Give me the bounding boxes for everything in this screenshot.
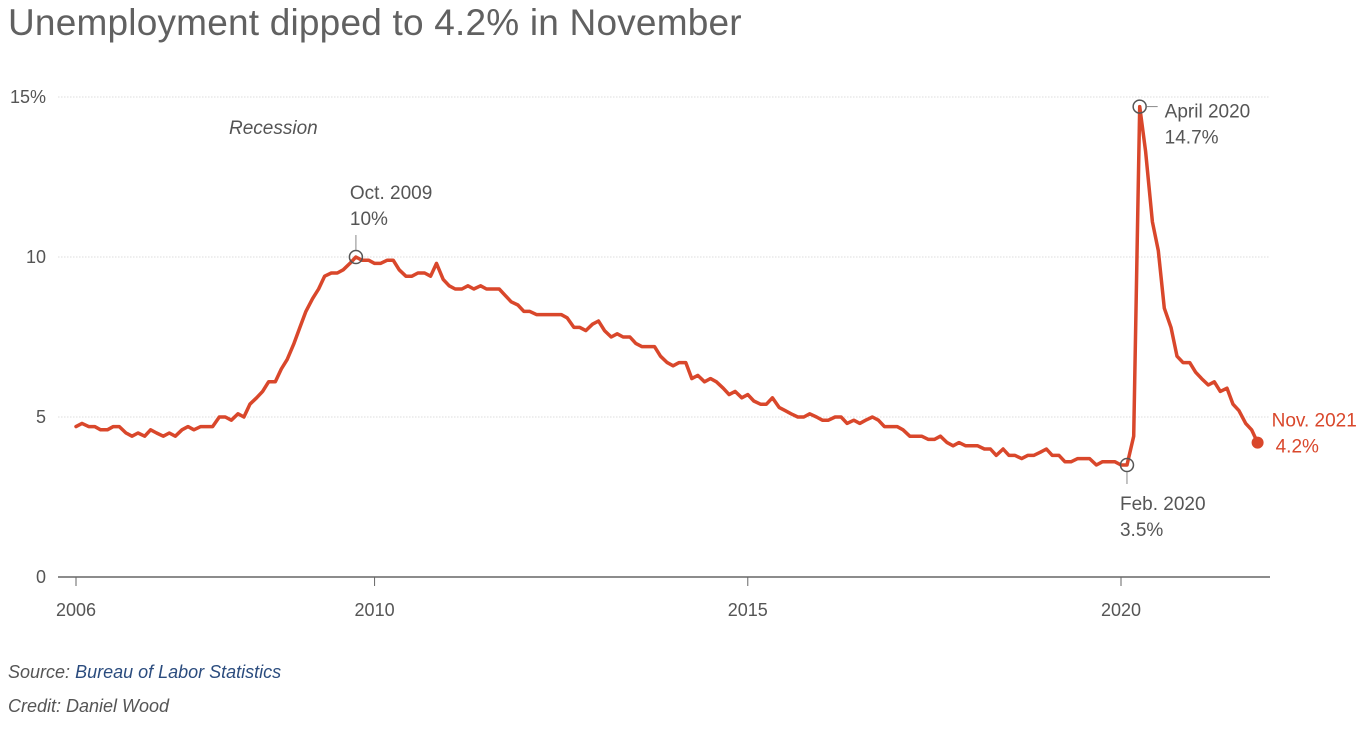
annotation-value: 4.2% bbox=[1276, 437, 1319, 458]
y-tick-label: 0 bbox=[36, 567, 46, 587]
x-tick-label: 2015 bbox=[728, 600, 768, 620]
grid-lines bbox=[58, 96, 1270, 418]
series-layer bbox=[74, 104, 1260, 467]
annotation-value: 10% bbox=[350, 209, 388, 230]
annotations: Recession Oct. 2009 10% April 2020 14.7% Feb.… bbox=[229, 99, 1357, 541]
x-tick-label: 2020 bbox=[1101, 600, 1141, 620]
annotation-marker bbox=[1132, 99, 1147, 114]
latest-value-marker bbox=[1251, 436, 1264, 449]
source-link[interactable]: Bureau of Labor Statistics bbox=[75, 662, 282, 682]
x-tick-label: 2010 bbox=[355, 600, 395, 620]
annotation-marker bbox=[348, 249, 364, 265]
x-tick-label: 2006 bbox=[56, 600, 96, 620]
unemployment-line-chart: 0 5 10 15% 2006 2010 2015 2020 Recession Oct. 20… bbox=[10, 87, 1357, 620]
annotation-value: 14.7% bbox=[1165, 128, 1219, 149]
annotation-date: Nov. 2021 bbox=[1272, 411, 1357, 432]
annotation-date: Feb. 2020 bbox=[1120, 494, 1206, 515]
annotation-marker bbox=[1119, 457, 1135, 473]
credit-note: Credit: Daniel Wood bbox=[8, 696, 170, 716]
y-tick-label: 5 bbox=[36, 407, 46, 427]
axes: 0 5 10 15% 2006 2010 2015 2020 bbox=[10, 87, 1270, 620]
annotation-value: 3.5% bbox=[1120, 520, 1163, 541]
chart-title: Unemployment dipped to 4.2% in November bbox=[8, 2, 742, 43]
annotation-date: April 2020 bbox=[1165, 102, 1251, 123]
source-note: Source: Bureau of Labor Statistics bbox=[8, 662, 281, 683]
annotation-date: Oct. 2009 bbox=[350, 183, 432, 204]
unemployment-series-line bbox=[74, 104, 1260, 467]
recession-label: Recession bbox=[229, 118, 318, 139]
y-tick-label: 15% bbox=[10, 87, 46, 107]
y-tick-label: 10 bbox=[26, 247, 46, 267]
source-prefix: Source: bbox=[8, 662, 71, 682]
